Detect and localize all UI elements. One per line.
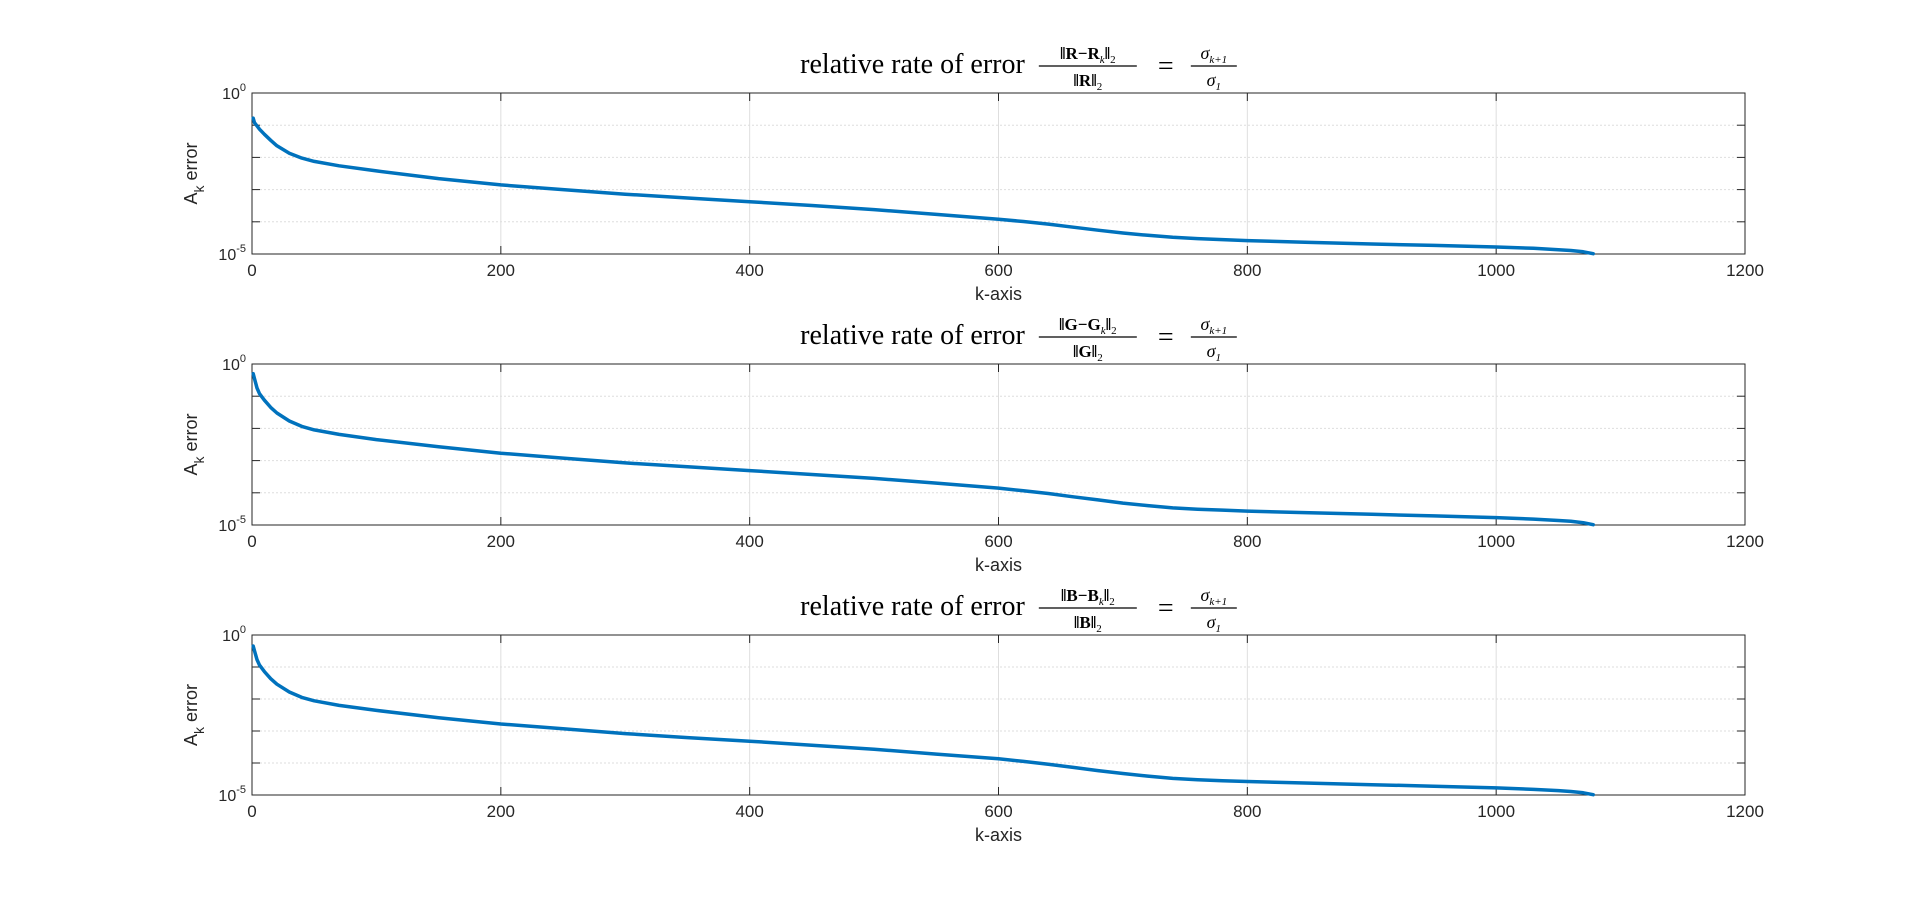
title-frac-denominator: ‖B‖2 — [1074, 613, 1102, 635]
y-tick-label: 100 — [222, 624, 246, 645]
chart-title: relative rate of error ‖G−Gk‖2 ‖G‖2 = σk+1 σ1 — [800, 314, 1237, 364]
chart-panel-2: 0 200 400 600 800 1000 1200 100 10-5 k-axis Ak err… — [181, 314, 1764, 575]
title-rhs-numerator: σk+1 — [1200, 43, 1227, 66]
title-frac-numerator: ‖R−Rk‖2 — [1060, 44, 1116, 66]
x-tick-label: 200 — [487, 261, 515, 280]
x-tick-label: 600 — [984, 532, 1012, 551]
x-tick-label: 600 — [984, 261, 1012, 280]
x-tick-label: 200 — [487, 802, 515, 821]
x-tick-label: 600 — [984, 802, 1012, 821]
title-frac-numerator: ‖B−Bk‖2 — [1061, 586, 1115, 608]
y-tick-label: 100 — [222, 353, 246, 374]
x-tick-label: 400 — [735, 802, 763, 821]
x-tick-label: 400 — [735, 532, 763, 551]
grid — [252, 364, 1745, 525]
x-tick-label: 800 — [1233, 261, 1261, 280]
x-tick-label: 1000 — [1477, 532, 1515, 551]
x-tick-label: 800 — [1233, 532, 1261, 551]
chart-panel-3: 0 200 400 600 800 1000 1200 100 10-5 k-axis Ak err… — [181, 585, 1764, 845]
x-tick-label: 800 — [1233, 802, 1261, 821]
title-frac-denominator: ‖G‖2 — [1073, 342, 1103, 364]
y-ticks: 100 10-5 — [218, 353, 246, 535]
y-ticks: 100 10-5 — [218, 624, 246, 805]
x-ticks: 0 200 400 600 800 1000 1200 — [247, 93, 1764, 280]
title-equals: = — [1158, 322, 1174, 353]
title-rhs-denominator: σ1 — [1207, 612, 1221, 635]
grid — [252, 93, 1745, 254]
title-equals: = — [1158, 593, 1174, 624]
series-line-1 — [251, 644, 1595, 797]
title-prefix: relative rate of error — [800, 591, 1025, 622]
y-tick-label: 100 — [222, 82, 246, 103]
x-axis-label: k-axis — [975, 284, 1022, 304]
chart-title: relative rate of error ‖B−Bk‖2 ‖B‖2 = σk+1 σ1 — [800, 585, 1237, 635]
title-rhs-numerator: σk+1 — [1200, 314, 1227, 337]
title-frac-numerator: ‖G−Gk‖2 — [1059, 315, 1117, 337]
chart-title: relative rate of error ‖R−Rk‖2 ‖R‖2 = σk+1 σ1 — [800, 43, 1237, 93]
y-axis-label: Ak error — [181, 684, 207, 746]
y-tick-label: 10-5 — [218, 514, 246, 535]
series-line-1 — [251, 116, 1595, 256]
chart-panel-1: 0 200 400 600 800 1000 1200 100 10-5 k-axis Ak err… — [181, 43, 1764, 304]
x-tick-label: 0 — [247, 802, 256, 821]
x-tick-label: 200 — [487, 532, 515, 551]
y-tick-label: 10-5 — [218, 243, 246, 264]
x-ticks: 0 200 400 600 800 1000 1200 — [247, 364, 1764, 551]
x-ticks: 0 200 400 600 800 1000 1200 — [247, 635, 1764, 821]
grid — [252, 635, 1745, 795]
x-tick-label: 0 — [247, 261, 256, 280]
x-tick-label: 1200 — [1726, 532, 1764, 551]
x-tick-label: 1200 — [1726, 261, 1764, 280]
title-rhs-numerator: σk+1 — [1200, 585, 1227, 608]
x-tick-label: 0 — [247, 532, 256, 551]
x-tick-label: 400 — [735, 261, 763, 280]
title-rhs-denominator: σ1 — [1207, 341, 1221, 364]
y-ticks: 100 10-5 — [218, 82, 246, 264]
x-tick-label: 1000 — [1477, 802, 1515, 821]
title-rhs-denominator: σ1 — [1207, 70, 1221, 93]
title-prefix: relative rate of error — [800, 320, 1025, 351]
x-tick-label: 1200 — [1726, 802, 1764, 821]
y-tick-label: 10-5 — [218, 784, 246, 805]
y-axis-label: Ak error — [181, 413, 207, 475]
title-equals: = — [1158, 51, 1174, 82]
title-prefix: relative rate of error — [800, 49, 1025, 80]
title-frac-denominator: ‖R‖2 — [1073, 71, 1102, 93]
x-axis-label: k-axis — [975, 825, 1022, 845]
x-tick-label: 1000 — [1477, 261, 1515, 280]
series-line-1 — [251, 371, 1595, 527]
x-axis-label: k-axis — [975, 555, 1022, 575]
y-axis-label: Ak error — [181, 142, 207, 204]
